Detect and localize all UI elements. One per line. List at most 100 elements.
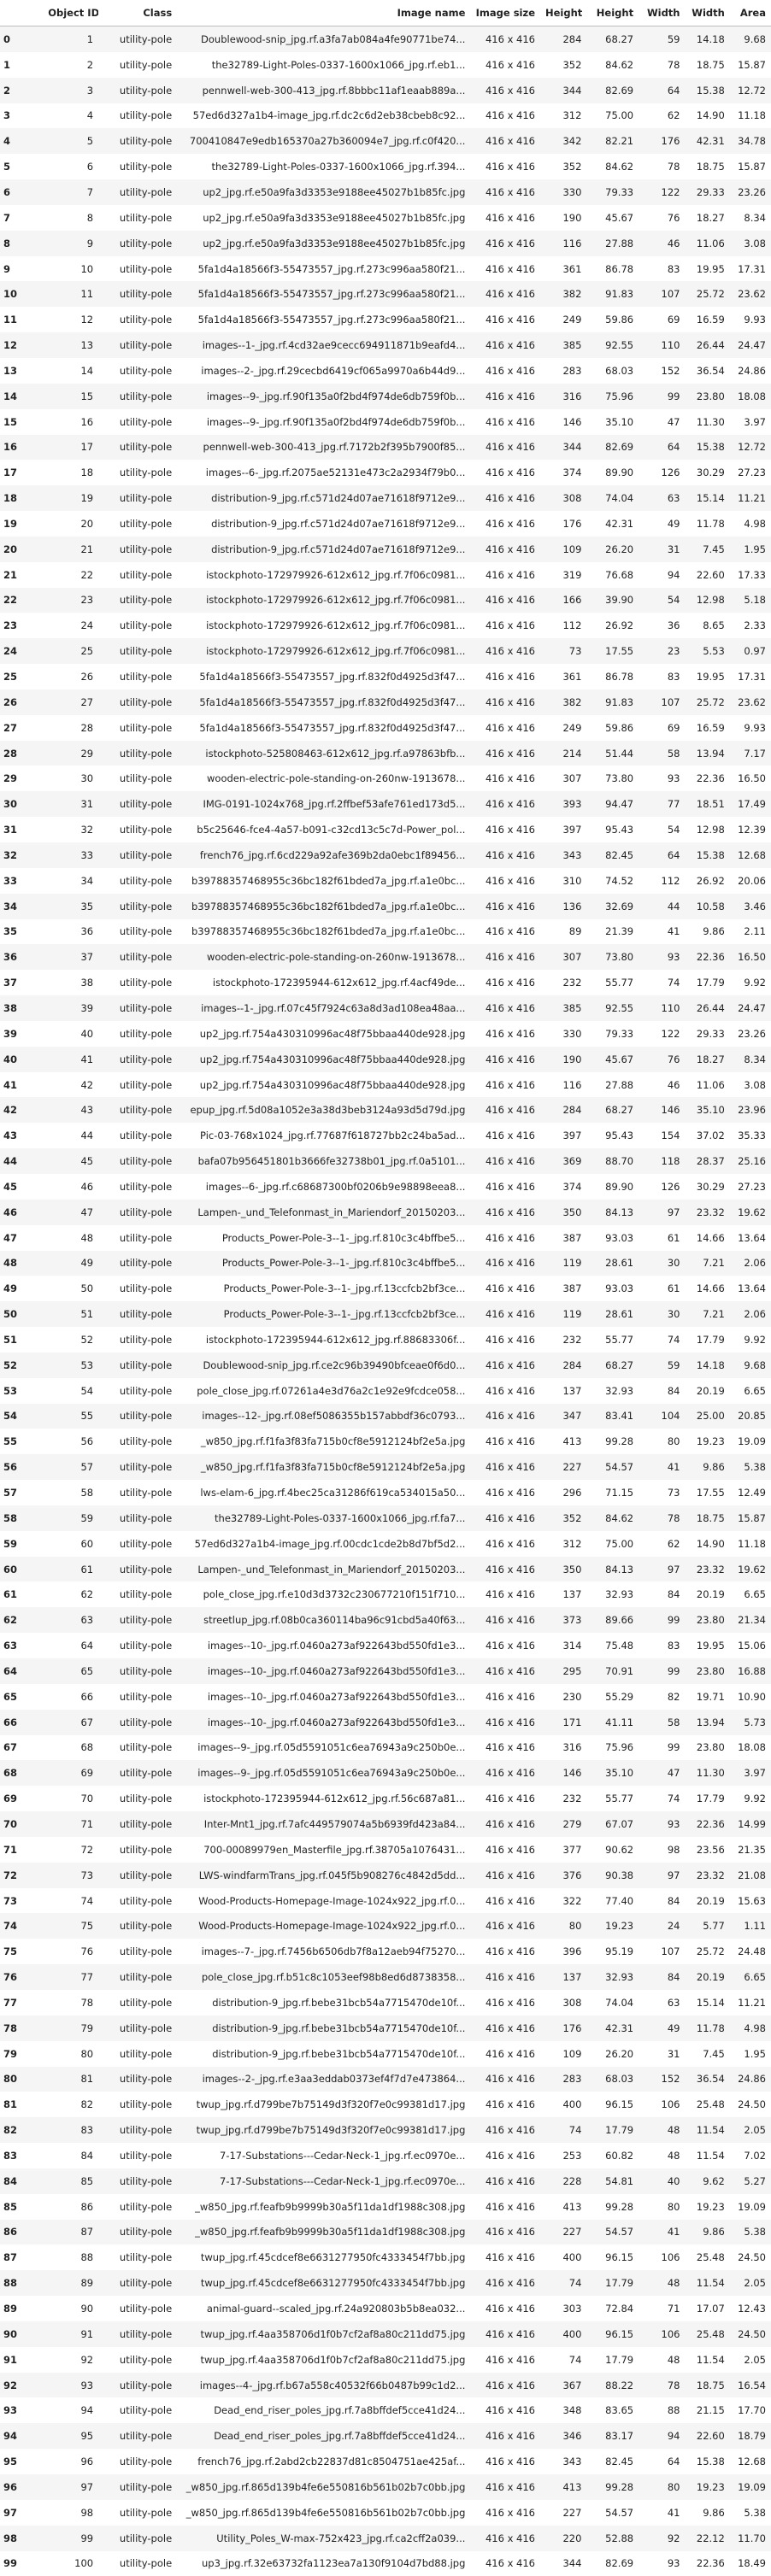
cell-object-id: 34 bbox=[80, 874, 94, 887]
cell-class: utility-pole bbox=[119, 1027, 173, 1040]
cell-width: 74 bbox=[667, 977, 680, 989]
table-row: 46 47 utility-pole Lampen-_und_Telefonmast_… bbox=[0, 1199, 771, 1225]
cell-object-id: 25 bbox=[43, 638, 99, 665]
cell-class: utility-pole bbox=[119, 1384, 173, 1397]
cell-area: 23.26 bbox=[738, 1027, 766, 1040]
cell-width: 63 bbox=[639, 485, 686, 512]
cell-class: utility-pole bbox=[98, 2372, 178, 2398]
cell-area: 24.50 bbox=[738, 2098, 766, 2111]
cell-width: 78 bbox=[639, 2372, 686, 2398]
cell-width: 30 bbox=[639, 1301, 686, 1328]
cell-object-id: 62 bbox=[80, 1588, 94, 1601]
cell-height-pct: 79.33 bbox=[586, 179, 639, 205]
cell-area: 4.98 bbox=[744, 517, 766, 530]
cell-height-pct: 90.62 bbox=[605, 1843, 634, 1856]
cell-image-size: 416 x 416 bbox=[485, 1333, 535, 1346]
cell-height-pct: 91.83 bbox=[586, 689, 639, 715]
cell-object-id: 35 bbox=[43, 893, 99, 919]
table-row: 30 31 utility-pole IMG-0191-1024x768_jpg.rf… bbox=[0, 791, 771, 818]
cell-height: 112 bbox=[562, 619, 582, 632]
cell-area: 5.38 bbox=[744, 2506, 766, 2519]
cell-row-index: 98 bbox=[0, 2525, 44, 2551]
cell-object-id: 10 bbox=[80, 262, 94, 275]
cell-height-pct: 35.10 bbox=[605, 415, 634, 428]
table-row: 77 78 utility-pole distribution-9_jpg.rf.be… bbox=[0, 1990, 771, 2016]
cell-row-index: 69 bbox=[3, 1793, 18, 1805]
cell-row-index: 70 bbox=[0, 1811, 44, 1837]
cell-object-id: 45 bbox=[43, 1148, 99, 1174]
cell-height-pct: 90.38 bbox=[586, 1862, 639, 1888]
cell-width: 48 bbox=[639, 2270, 686, 2297]
table-body: 0 1 utility-pole Doublewood-snip_jpg.rf.a3f… bbox=[0, 26, 771, 2576]
cell-image-name: _w850_jpg.rf.f1fa3f83fa715b0cf8e5912124b… bbox=[200, 1435, 466, 1448]
cell-width-pct: 19.95 bbox=[696, 262, 725, 275]
cell-image-name: images--9-_jpg.rf.90f135a0f2bd4f974de6db… bbox=[206, 415, 466, 428]
cell-object-id: 97 bbox=[43, 2474, 99, 2500]
cell-image-size: 416 x 416 bbox=[470, 26, 540, 52]
cell-area: 20.06 bbox=[738, 874, 766, 887]
cell-width-pct: 22.36 bbox=[696, 2557, 725, 2570]
cell-image-name: 5fa1d4a18566f3-55473557_jpg.rf.832f0d492… bbox=[177, 689, 471, 715]
cell-height-pct: 26.92 bbox=[605, 619, 634, 632]
cell-width-pct: 17.79 bbox=[696, 1793, 725, 1805]
cell-height: 89 bbox=[568, 925, 582, 938]
cell-object-id: 44 bbox=[80, 1130, 94, 1142]
cell-width-pct: 19.23 bbox=[696, 2200, 725, 2213]
cell-image-name: _w850_jpg.rf.f1fa3f83fa715b0cf8e5912124b… bbox=[177, 1454, 471, 1481]
table-row: 29 30 utility-pole wooden-electric-pole-sta… bbox=[0, 766, 771, 791]
cell-width-pct: 14.90 bbox=[696, 109, 725, 122]
cell-area: 12.49 bbox=[738, 1487, 766, 1499]
cell-area: 18.08 bbox=[738, 1741, 766, 1754]
header-width-pct: Width bbox=[685, 0, 730, 26]
cell-image-size: 416 x 416 bbox=[470, 1301, 540, 1328]
cell-height: 308 bbox=[540, 485, 587, 512]
cell-width: 71 bbox=[667, 2303, 680, 2315]
cell-area: 15.87 bbox=[738, 58, 766, 71]
cell-width: 62 bbox=[667, 109, 680, 122]
cell-image-size: 416 x 416 bbox=[485, 1435, 535, 1448]
cell-image-size: 416 x 416 bbox=[470, 1964, 540, 1990]
cell-object-id: 66 bbox=[80, 1690, 94, 1703]
cell-height: 343 bbox=[540, 842, 587, 868]
cell-row-index: 33 bbox=[3, 874, 18, 887]
cell-width: 64 bbox=[639, 434, 686, 461]
cell-row-index: 12 bbox=[0, 332, 44, 358]
cell-image-name: Inter-Mnt1_jpg.rf.7afc449579074a5b6939fd… bbox=[177, 1811, 471, 1837]
cell-image-name: _w850_jpg.rf.865d139b4fe6e550816b561b02b… bbox=[177, 2474, 471, 2500]
cell-width-pct: 22.36 bbox=[696, 772, 725, 785]
cell-width-pct: 14.18 bbox=[685, 26, 730, 52]
cell-width: 97 bbox=[639, 1199, 686, 1225]
cell-image-name: wooden-electric-pole-standing-on-260nw-1… bbox=[177, 944, 471, 971]
cell-image-name: b39788357468955c36bc182f61bded7a_jpg.rf.… bbox=[177, 893, 471, 919]
cell-height-pct: 99.28 bbox=[605, 2200, 634, 2213]
cell-width: 99 bbox=[639, 1658, 686, 1684]
cell-image-name: french76_jpg.rf.6cd229a92afe369b2da0ebc1… bbox=[177, 842, 471, 868]
cell-height: 74 bbox=[540, 2117, 587, 2144]
cell-height-pct: 42.31 bbox=[586, 2015, 639, 2041]
cell-area: 24.47 bbox=[729, 995, 771, 1021]
cell-height: 146 bbox=[562, 415, 582, 428]
cell-area: 12.39 bbox=[738, 824, 766, 836]
cell-width: 48 bbox=[667, 2353, 680, 2366]
cell-height: 350 bbox=[540, 1556, 587, 1582]
table-row: 1 2 utility-pole the32789-Light-Poles-0337-… bbox=[0, 52, 771, 78]
cell-class: utility-pole bbox=[98, 944, 178, 971]
table-row: 43 44 utility-pole Pic-03-768x1024_jpg.rf.7… bbox=[0, 1123, 771, 1148]
table-row: 57 58 utility-pole lws-elam-6_jpg.rf.4bec25… bbox=[0, 1480, 771, 1505]
cell-width: 93 bbox=[639, 944, 686, 971]
cell-height: 227 bbox=[540, 1454, 587, 1481]
cell-row-index: 11 bbox=[3, 314, 18, 326]
cell-image-size: 416 x 416 bbox=[485, 1487, 535, 1499]
cell-area: 24.48 bbox=[738, 1945, 766, 1958]
cell-class: utility-pole bbox=[98, 740, 178, 766]
cell-area: 17.70 bbox=[738, 2404, 766, 2417]
table-row: 52 53 utility-pole Doublewood-snip_jpg.rf.c… bbox=[0, 1352, 771, 1378]
cell-width: 74 bbox=[667, 1333, 680, 1346]
cell-image-name: wooden-electric-pole-standing-on-260nw-1… bbox=[207, 772, 466, 785]
cell-height: 361 bbox=[562, 262, 582, 275]
cell-object-id: 23 bbox=[43, 587, 99, 613]
table-row: 80 81 utility-pole images--2-_jpg.rf.e3aa3e… bbox=[0, 2066, 771, 2092]
cell-area: 17.31 bbox=[738, 262, 766, 275]
cell-height-pct: 84.62 bbox=[586, 1505, 639, 1531]
cell-image-name: Wood-Products-Homepage-Image-1024x922_jp… bbox=[198, 1894, 466, 1907]
